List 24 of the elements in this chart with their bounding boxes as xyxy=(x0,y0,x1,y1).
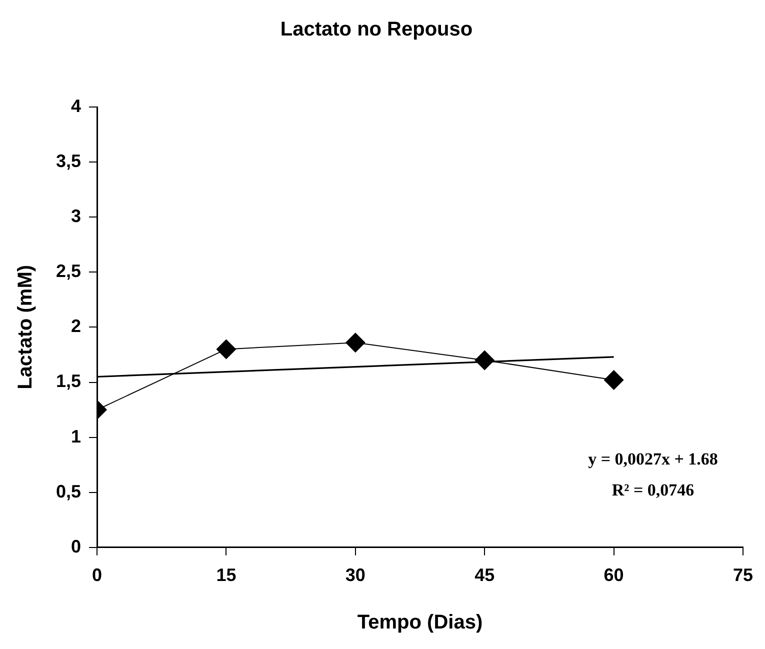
y-tick-label: 1,5 xyxy=(56,371,82,392)
x-tick-label: 15 xyxy=(216,565,236,586)
x-tick-label: 45 xyxy=(474,565,495,586)
x-tick-label: 30 xyxy=(345,565,366,586)
y-tick-label: 2 xyxy=(71,316,82,336)
y-tick-label: 0,5 xyxy=(56,481,82,502)
y-tick-label: 0 xyxy=(71,536,82,556)
x-tick-label: 75 xyxy=(732,565,754,586)
annotation: y = 0,0027x + 1.68 xyxy=(588,449,718,468)
point xyxy=(345,332,366,353)
point xyxy=(216,339,236,360)
point xyxy=(474,350,495,370)
annotation: R² = 0,0746 xyxy=(612,480,694,500)
x-tick-label: 60 xyxy=(604,565,624,586)
y-tick-label: 4 xyxy=(71,96,82,116)
y-tick-label: 3 xyxy=(71,206,82,226)
y-tick-label: 1 xyxy=(71,426,82,446)
y-tick-label: 3,5 xyxy=(56,151,82,172)
y-axis-title: Lactato (mM) xyxy=(14,264,37,390)
y-tick-label: 2,5 xyxy=(56,261,82,282)
chart-title: Lactato no Repouso xyxy=(280,18,473,41)
x-tick-label: 0 xyxy=(92,565,102,586)
x-axis-title: Tempo (Dias) xyxy=(357,612,483,634)
point xyxy=(604,370,624,390)
